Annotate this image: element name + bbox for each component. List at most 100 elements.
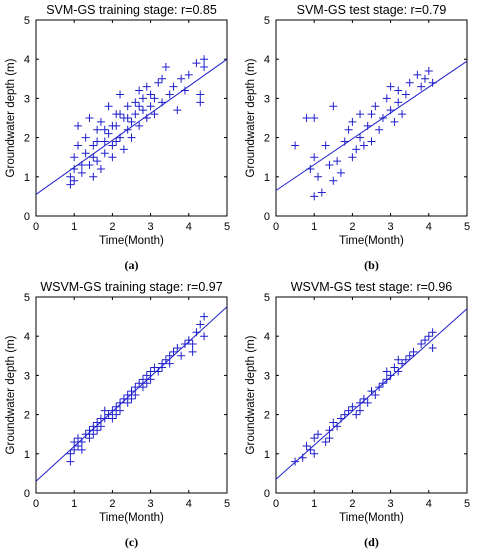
data-point — [344, 406, 353, 415]
figure-caption: (d) — [364, 535, 379, 549]
data-point — [321, 141, 330, 150]
data-point — [386, 106, 395, 115]
x-axis-label: Time(Month) — [99, 512, 164, 524]
data-point — [394, 86, 403, 95]
data-point — [173, 106, 182, 115]
data-point — [363, 121, 372, 130]
data-point — [135, 102, 144, 111]
data-point — [70, 445, 79, 454]
data-point — [89, 422, 98, 431]
data-point — [81, 430, 90, 439]
data-point — [146, 90, 155, 99]
data-point — [302, 441, 311, 450]
data-point — [401, 355, 410, 364]
data-point — [352, 145, 361, 154]
data-point — [123, 125, 132, 134]
data-point — [127, 387, 136, 396]
data-point — [74, 141, 83, 150]
data-point — [81, 149, 90, 158]
x-tick-label: 5 — [224, 498, 230, 510]
data-point — [321, 438, 330, 447]
x-tick-label: 0 — [273, 498, 279, 510]
data-point — [356, 110, 365, 119]
data-point — [306, 445, 315, 454]
data-point — [317, 188, 326, 197]
data-point — [394, 367, 403, 376]
y-tick-label: 0 — [264, 488, 270, 500]
x-tick-label: 1 — [311, 498, 317, 510]
y-tick-label: 4 — [24, 331, 30, 343]
data-point — [74, 121, 83, 130]
data-point — [100, 406, 109, 415]
data-point — [314, 430, 323, 439]
data-point — [382, 367, 391, 376]
data-point — [196, 90, 205, 99]
data-point — [116, 90, 125, 99]
data-point — [127, 394, 136, 403]
data-point — [116, 133, 125, 142]
data-point — [371, 391, 380, 399]
x-axis-label: Time(Month) — [339, 512, 404, 524]
data-point — [142, 379, 151, 388]
data-point — [200, 55, 209, 64]
data-point — [188, 347, 197, 356]
data-point — [390, 363, 399, 372]
data-point — [196, 320, 205, 329]
data-point — [165, 90, 174, 99]
data-point — [158, 363, 167, 372]
data-point — [119, 394, 128, 403]
chart-title: SVM-GS test stage: r=0.79 — [297, 3, 447, 17]
data-point — [200, 63, 209, 72]
chart-title: WSVM-GS training stage: r=0.97 — [40, 280, 222, 294]
data-point — [66, 457, 75, 466]
data-point — [310, 153, 319, 162]
chart-title: SVM-GS training stage: r=0.85 — [46, 3, 217, 17]
data-point — [77, 168, 86, 177]
data-point — [409, 347, 418, 356]
x-axis-label: Time(Month) — [339, 235, 404, 247]
data-point — [310, 192, 319, 201]
data-point — [192, 59, 201, 68]
data-point — [81, 133, 90, 142]
data-point — [108, 153, 117, 162]
data-point — [394, 355, 403, 364]
data-point — [112, 121, 121, 130]
x-tick-label: 2 — [109, 498, 115, 510]
x-tick-label: 5 — [464, 498, 470, 510]
data-point — [382, 94, 391, 103]
data-point — [329, 176, 338, 185]
data-point — [135, 121, 144, 130]
data-point — [417, 82, 426, 91]
data-point — [96, 164, 105, 173]
data-point — [154, 78, 163, 87]
y-tick-label: 0 — [24, 211, 30, 223]
data-point — [142, 82, 151, 91]
data-point — [302, 114, 311, 122]
x-tick-label: 2 — [349, 498, 355, 510]
data-point — [89, 430, 98, 439]
data-point — [85, 114, 94, 122]
data-point — [333, 422, 342, 431]
data-point — [85, 434, 94, 443]
data-point — [314, 172, 323, 181]
data-point — [336, 168, 345, 177]
data-point — [135, 86, 144, 95]
data-point — [146, 375, 155, 384]
x-tick-label: 1 — [311, 221, 317, 233]
y-tick-label: 3 — [24, 370, 30, 382]
y-tick-label: 3 — [24, 93, 30, 105]
data-point — [367, 137, 376, 146]
data-point — [135, 379, 144, 388]
data-point — [356, 406, 365, 415]
panel-a: 0 1 2 3 4 5 0 1 2 3 4 5 SVM-GS training stage: r=0.8… — [5, 3, 230, 272]
data-point — [398, 359, 407, 368]
data-point — [375, 125, 384, 134]
data-point — [180, 86, 189, 95]
data-point — [116, 406, 125, 415]
data-point — [108, 414, 117, 423]
data-point — [112, 410, 121, 419]
data-point — [123, 102, 132, 111]
data-point — [298, 453, 307, 462]
data-point — [424, 66, 433, 75]
